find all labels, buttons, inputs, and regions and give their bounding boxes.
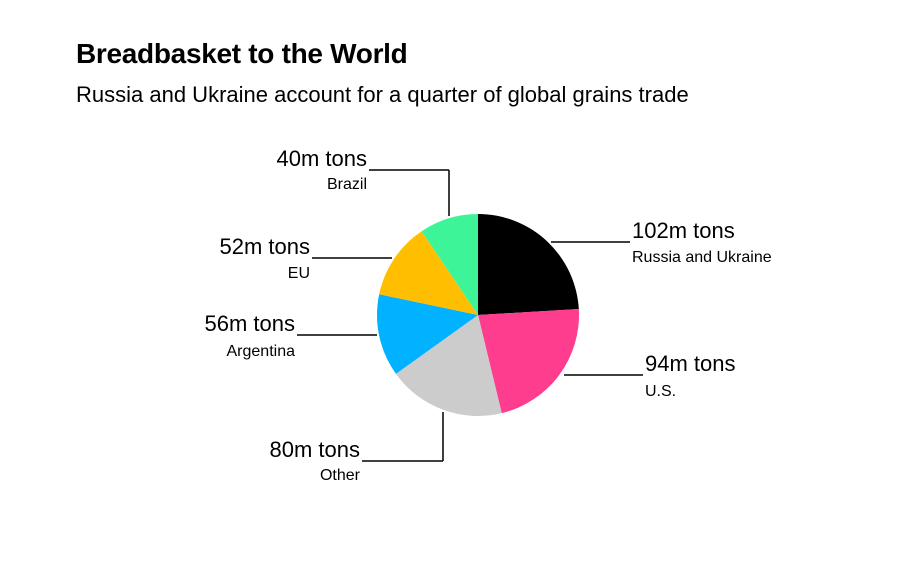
chart-subtitle: Russia and Ukraine account for a quarter…: [76, 82, 689, 107]
pie-slice-eu: [379, 231, 478, 315]
category-label-eu: EU: [288, 265, 310, 282]
category-label-argentina: Argentina: [227, 343, 296, 360]
pie-slice-argentina: [377, 294, 478, 374]
category-label-brazil: Brazil: [327, 176, 367, 193]
pie-slice-russia-and-ukraine: [478, 214, 579, 315]
value-label-other: 80m tons: [270, 437, 361, 462]
pie-slice-brazil: [421, 214, 478, 315]
pie-slice-u-s: [478, 309, 579, 414]
value-label-argentina: 56m tons: [205, 311, 296, 336]
chart-title: Breadbasket to the World: [76, 38, 408, 69]
category-label-other: Other: [320, 467, 361, 484]
value-label-russia-and-ukraine: 102m tons: [632, 218, 735, 243]
value-label-u-s: 94m tons: [645, 351, 736, 376]
pie-slice-other: [395, 315, 502, 416]
category-label-u-s: U.S.: [645, 383, 676, 400]
value-label-brazil: 40m tons: [277, 146, 368, 171]
value-label-eu: 52m tons: [220, 234, 311, 259]
category-label-russia-and-ukraine: Russia and Ukraine: [632, 249, 772, 266]
